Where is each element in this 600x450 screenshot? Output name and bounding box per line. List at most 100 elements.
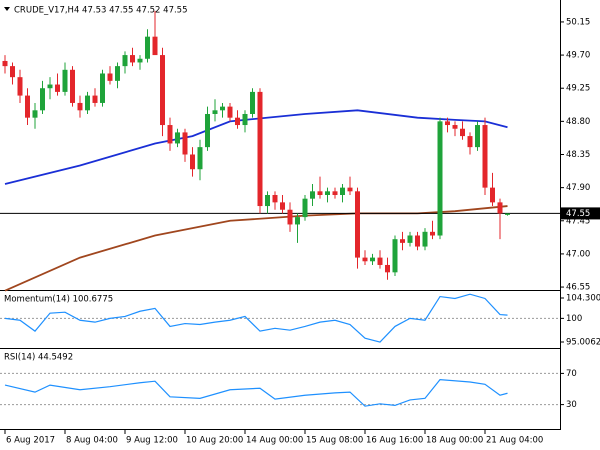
candle-body — [235, 117, 240, 126]
candle-body — [437, 121, 443, 236]
x-tick-label: 14 Aug 00:00 — [246, 436, 303, 446]
candle-body — [400, 239, 405, 243]
frame — [0, 0, 561, 430]
x-tick-label: 16 Aug 16:00 — [366, 436, 423, 446]
candle-body — [287, 209, 293, 225]
candle-body — [295, 217, 300, 225]
candle-body — [115, 66, 120, 81]
x-tick-label: 6 Aug 2017 — [6, 436, 55, 446]
candle-body — [272, 195, 278, 203]
candle-body — [85, 95, 90, 111]
candle-body — [212, 110, 218, 114]
symbol-icon — [4, 7, 10, 11]
candle-body — [197, 147, 203, 170]
candle-body — [152, 36, 158, 56]
candle-body — [467, 136, 473, 148]
candle-body — [122, 55, 128, 67]
candle-body — [100, 73, 105, 103]
candle-body — [145, 36, 150, 59]
y-tick-label: 100 — [566, 314, 582, 324]
chart-title: CRUDE_V17,H4 47.53 47.55 47.52 47.55 — [14, 6, 188, 16]
candle-body — [422, 231, 428, 247]
candle-body — [250, 91, 255, 114]
last-price-label: 47.55 — [566, 209, 590, 219]
candle-body — [167, 125, 173, 144]
candle-body — [265, 195, 270, 207]
candle-body — [452, 125, 458, 129]
y-tick-label: 46.55 — [566, 283, 590, 293]
y-tick-label: 49.70 — [566, 51, 590, 61]
candle-body — [362, 257, 368, 262]
candle-body — [257, 91, 263, 207]
candle-body — [205, 113, 210, 148]
candle-body — [70, 69, 75, 103]
candle-body — [280, 202, 285, 210]
x-tick-label: 15 Aug 08:00 — [306, 436, 363, 446]
x-tick-label: 18 Aug 00:00 — [426, 436, 483, 446]
candle-body — [17, 77, 23, 96]
momentum-title: Momentum(14) 100.6775 — [4, 295, 113, 305]
candle-body — [175, 132, 180, 144]
y-tick-label: 50.15 — [566, 17, 590, 27]
candle-body — [92, 95, 98, 103]
candle-body — [10, 66, 15, 78]
candle-body — [2, 60, 8, 67]
candle-body — [137, 58, 143, 63]
moving-average — [4, 109, 508, 185]
candle-body — [40, 88, 45, 111]
candle-body — [392, 239, 398, 273]
candle-body — [190, 154, 195, 170]
candle-body — [385, 264, 390, 273]
candle-body — [497, 202, 503, 214]
candle-body — [160, 55, 165, 126]
y-tick-label: 49.25 — [566, 84, 590, 94]
candle-body — [227, 106, 233, 118]
candle-body — [62, 69, 68, 92]
x-tick-label: 21 Aug 04:00 — [486, 436, 543, 446]
candle-body — [302, 198, 308, 218]
candle-body — [47, 84, 53, 89]
candle-body — [77, 102, 83, 111]
y-tick-label: 95.0062 — [566, 338, 600, 348]
candle-body — [25, 95, 30, 118]
x-tick-label: 10 Aug 20:00 — [186, 436, 243, 446]
candle-body — [32, 110, 38, 118]
candle-body — [55, 84, 60, 92]
candle-body — [242, 113, 248, 126]
candle-body — [332, 191, 338, 195]
x-tick-label: 8 Aug 04:00 — [66, 436, 118, 446]
candle-body — [407, 235, 413, 243]
candle-body — [475, 125, 480, 148]
candle-body — [370, 257, 375, 262]
candle-body — [340, 187, 345, 195]
indicator-line — [4, 293, 508, 343]
y-tick-label: 70 — [566, 369, 577, 379]
candle-body — [310, 191, 315, 199]
candle-body — [430, 231, 435, 236]
candle-body — [130, 55, 135, 63]
y-tick-label: 47.90 — [566, 183, 590, 193]
candle-body — [377, 257, 383, 265]
y-tick-label: 30 — [566, 400, 577, 410]
y-tick-label: 47.45 — [566, 216, 590, 226]
candle-body — [460, 128, 465, 137]
candle-body — [347, 187, 353, 192]
y-tick-label: 47.00 — [566, 249, 590, 259]
y-tick-label: 48.80 — [566, 117, 590, 127]
rsi-title: RSI(14) 44.5492 — [4, 353, 73, 363]
candle-body — [317, 191, 323, 195]
y-tick-label: 104.3006 — [566, 294, 600, 304]
candle-body — [505, 213, 510, 215]
y-tick-label: 48.35 — [566, 150, 590, 160]
indicator-line — [4, 379, 508, 407]
x-tick-label: 9 Aug 12:00 — [126, 436, 178, 446]
last-price-box — [560, 207, 600, 220]
candle-body — [445, 121, 450, 126]
candle-body — [482, 125, 488, 188]
candle-body — [355, 191, 360, 258]
candle-body — [107, 73, 113, 81]
candle-body — [490, 187, 495, 203]
candle-body — [325, 191, 330, 195]
candle-body — [220, 106, 225, 111]
